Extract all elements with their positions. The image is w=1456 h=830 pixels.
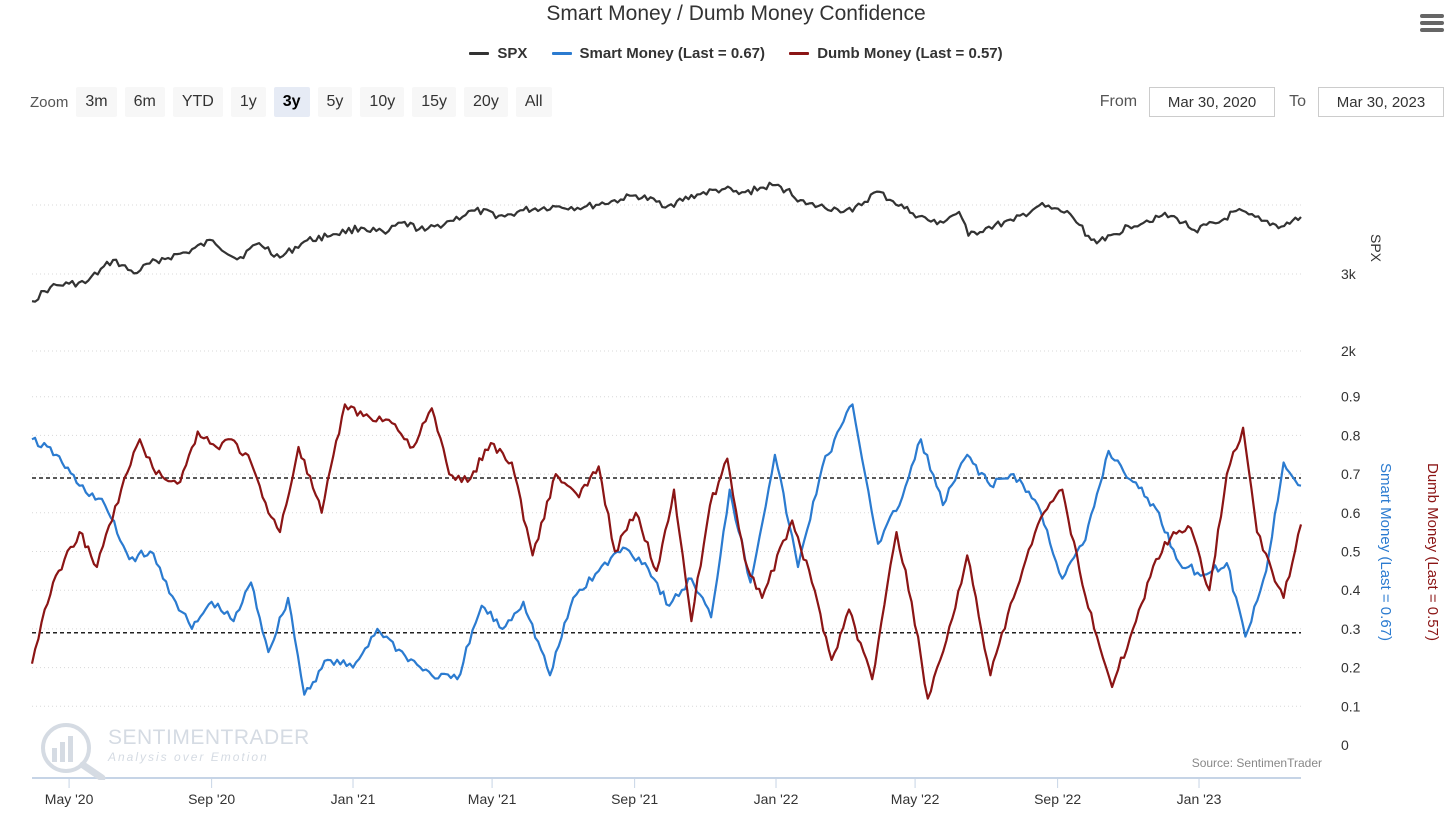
dumb-money-series-line bbox=[30, 403, 1303, 700]
hamburger-menu-icon[interactable] bbox=[1420, 12, 1444, 34]
watermark-tagline: Analysis over Emotion bbox=[108, 750, 269, 764]
confidence-tick-label: 0.7 bbox=[1341, 466, 1361, 482]
legend-item-smart-money[interactable]: Smart Money (Last = 0.67) bbox=[551, 45, 766, 62]
chart-title: Smart Money / Dumb Money Confidence bbox=[546, 2, 926, 25]
legend-label: SPX bbox=[497, 45, 528, 62]
legend-label: Smart Money (Last = 0.67) bbox=[579, 45, 766, 62]
zoom-button-ytd[interactable]: YTD bbox=[172, 87, 223, 117]
zoom-button-6m[interactable]: 6m bbox=[124, 87, 165, 117]
date-range-selector: From To bbox=[1100, 87, 1444, 117]
confidence-tick-label: 0.8 bbox=[1341, 427, 1361, 443]
source-credit: Source: SentimenTrader bbox=[1191, 756, 1322, 770]
confidence-tick-label: 0.6 bbox=[1341, 505, 1361, 521]
zoom-label: Zoom bbox=[30, 93, 69, 111]
legend-swatch bbox=[551, 52, 572, 55]
zoom-button-5y[interactable]: 5y bbox=[317, 87, 353, 117]
menu-bar bbox=[1420, 28, 1444, 32]
spx-tick-label: 2k bbox=[1341, 343, 1357, 359]
zoom-button-3m[interactable]: 3m bbox=[76, 87, 117, 117]
zoom-button-1y[interactable]: 1y bbox=[230, 87, 266, 117]
confidence-tick-label: 0.5 bbox=[1341, 544, 1361, 560]
spx-series-line bbox=[31, 181, 1302, 303]
zoom-button-3y[interactable]: 3y bbox=[273, 87, 310, 117]
spx-tick-label: 3k bbox=[1341, 266, 1357, 282]
smart-money-axis-title: Smart Money (Last = 0.67) bbox=[1377, 463, 1394, 641]
confidence-tick-label: 0.2 bbox=[1341, 660, 1361, 676]
x-tick-label: Jan '22 bbox=[754, 791, 799, 807]
confidence-tick-label: 0 bbox=[1341, 737, 1349, 753]
confidence-tick-label: 0.4 bbox=[1341, 582, 1361, 598]
magnifier-chart-icon bbox=[41, 723, 106, 782]
confidence-tick-label: 0.1 bbox=[1341, 698, 1361, 714]
zoom-button-10y[interactable]: 10y bbox=[360, 87, 405, 117]
x-tick-label: May '20 bbox=[45, 791, 94, 807]
legend-label: Dumb Money (Last = 0.57) bbox=[817, 45, 1003, 62]
x-tick-label: Sep '22 bbox=[1034, 791, 1081, 807]
confidence-tick-label: 0.3 bbox=[1341, 621, 1361, 637]
legend: SPX Smart Money (Last = 0.67) Dumb Money… bbox=[0, 42, 1456, 62]
from-label: From bbox=[1099, 93, 1138, 110]
to-label: To bbox=[1289, 93, 1306, 110]
menu-bar bbox=[1420, 14, 1444, 18]
legend-swatch bbox=[469, 52, 490, 55]
spx-axis-title: SPX bbox=[1368, 234, 1384, 263]
watermark: SENTIMENTRADER Analysis over Emotion bbox=[36, 720, 316, 782]
dumb-money-axis-title: Dumb Money (Last = 0.57) bbox=[1424, 463, 1441, 641]
smart-money-series-line bbox=[31, 403, 1302, 696]
zoom-button-15y[interactable]: 15y bbox=[412, 87, 457, 117]
x-tick-label: Jan '23 bbox=[1177, 791, 1222, 807]
zoom-button-all[interactable]: All bbox=[515, 87, 552, 117]
to-date-input[interactable] bbox=[1318, 87, 1444, 117]
confidence-tick-label: 0.9 bbox=[1341, 389, 1361, 405]
x-tick-label: Sep '21 bbox=[611, 791, 658, 807]
x-tick-label: May '21 bbox=[468, 791, 517, 807]
zoom-bar: Zoom 3m 6m YTD 1y 3y 5y 10y 15y 20y All bbox=[30, 87, 560, 117]
x-tick-label: Jan '21 bbox=[331, 791, 376, 807]
zoom-button-20y[interactable]: 20y bbox=[464, 87, 508, 117]
legend-item-spx[interactable]: SPX bbox=[469, 45, 527, 62]
x-tick-label: May '22 bbox=[891, 791, 940, 807]
legend-item-dumb-money[interactable]: Dumb Money (Last = 0.57) bbox=[789, 45, 1003, 62]
from-date-input[interactable] bbox=[1149, 87, 1276, 117]
x-tick-label: Sep '20 bbox=[188, 791, 235, 807]
menu-bar bbox=[1420, 21, 1444, 25]
legend-swatch bbox=[789, 52, 810, 55]
watermark-brand: SENTIMENTRADER bbox=[108, 726, 310, 749]
